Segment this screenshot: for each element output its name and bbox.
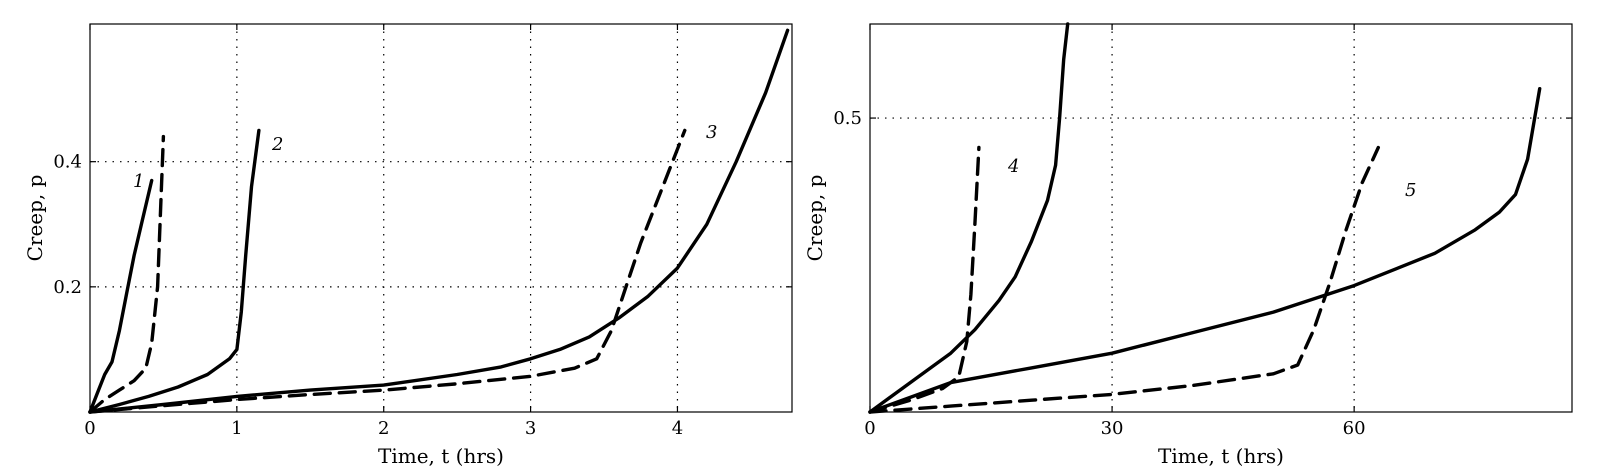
curve-label-3: 3	[706, 122, 717, 143]
left-series	[88, 28, 790, 414]
left-y-tick-label: 0.4	[53, 152, 82, 173]
left-plot-frame	[89, 23, 793, 413]
curve-label-4: 4	[1007, 156, 1019, 177]
left-grid	[90, 24, 792, 412]
left-x-axis-label: Time, t (hrs)	[378, 444, 504, 468]
right-series-dashed-2	[868, 145, 981, 414]
left-x-tick-label: 3	[525, 418, 536, 439]
right-series-solid-1	[868, 22, 1070, 414]
left-x-tick-label: 4	[672, 418, 683, 439]
right-creep-chart: 0 30 60 0.5 Time, t (hrs) Creep, p 4 5	[803, 22, 1573, 468]
right-x-tick-label: 30	[1101, 418, 1124, 439]
right-grid	[870, 24, 1572, 412]
right-y-tick-label: 0.5	[833, 108, 862, 129]
right-plot-frame	[869, 23, 1573, 413]
left-creep-chart: 0 1 2 3 4 0.2 0.4 Time, t (hrs) Creep, p 1 2 3	[23, 23, 793, 468]
left-series-solid-4	[88, 28, 790, 414]
left-series-dashed-5	[88, 128, 687, 414]
right-x-axis-label: Time, t (hrs)	[1158, 444, 1284, 468]
right-x-tick-label: 0	[864, 418, 875, 439]
left-ticks: 0 1 2 3 4 0.2 0.4	[53, 24, 792, 439]
left-series-solid-3	[88, 128, 261, 414]
left-x-tick-label: 2	[378, 418, 389, 439]
right-series-solid-3	[868, 87, 1542, 414]
curve-label-2: 2	[271, 134, 283, 155]
left-x-tick-label: 1	[231, 418, 242, 439]
left-series-solid-1	[88, 178, 154, 414]
right-series-dashed-4	[868, 145, 1380, 414]
right-series	[868, 22, 1542, 414]
left-series-dashed-2	[88, 134, 166, 414]
curve-label-5: 5	[1405, 180, 1416, 201]
right-y-axis-label: Creep, p	[803, 175, 827, 262]
curve-label-1: 1	[133, 171, 144, 192]
left-y-axis-label: Creep, p	[23, 175, 47, 262]
left-y-tick-label: 0.2	[53, 277, 82, 298]
right-x-tick-label: 60	[1343, 418, 1366, 439]
right-ticks: 0 30 60 0.5	[833, 24, 1572, 439]
left-x-tick-label: 0	[84, 418, 95, 439]
